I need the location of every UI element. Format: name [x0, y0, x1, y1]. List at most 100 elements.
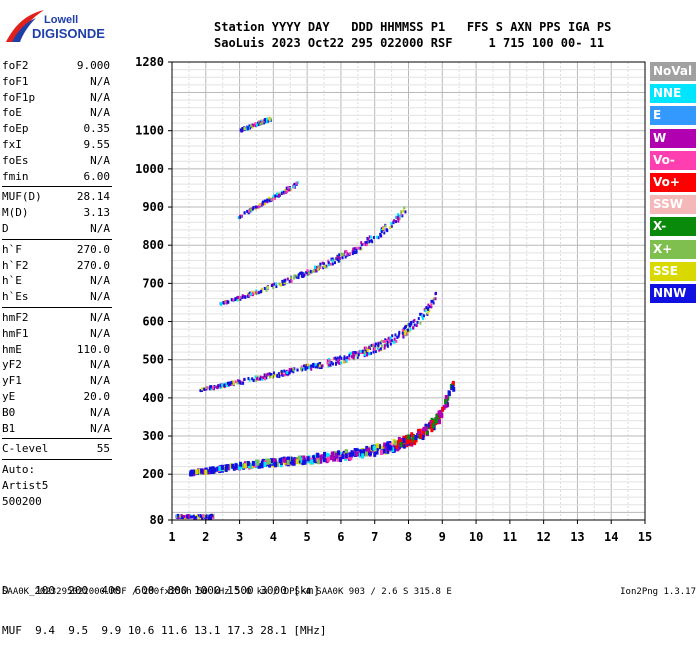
param-value: 20.0	[83, 389, 111, 403]
echo-point	[390, 338, 393, 342]
echo-point	[261, 377, 264, 381]
echo-point	[243, 127, 246, 131]
echo-point	[255, 290, 258, 294]
echo-point	[424, 309, 427, 313]
echo-point	[327, 263, 330, 267]
echo-point	[239, 461, 243, 467]
echo-point	[306, 268, 309, 272]
echo-point	[270, 373, 273, 377]
echo-point	[417, 431, 421, 437]
echo-point	[266, 285, 269, 289]
legend-item: NoVal	[650, 62, 696, 81]
echo-point	[265, 120, 268, 124]
echo-point	[419, 312, 422, 316]
param-value: N/A	[90, 310, 110, 324]
echo-point	[402, 438, 406, 444]
echo-point	[451, 380, 455, 386]
echo-point	[283, 369, 286, 373]
echo-point	[421, 435, 425, 441]
echo-point	[249, 464, 253, 470]
echo-point	[287, 369, 290, 373]
echo-point	[224, 300, 227, 304]
param-row: hmF2 N/A	[2, 310, 112, 326]
echo-point	[336, 257, 339, 261]
echo-point	[384, 449, 388, 455]
echo-point	[444, 399, 448, 405]
echo-point	[410, 322, 413, 326]
x-tick-label: 4	[270, 530, 277, 544]
echo-point	[406, 434, 410, 440]
echo-point	[363, 350, 366, 354]
echo-point	[301, 272, 304, 276]
param-row: h`F 270.0	[2, 242, 112, 258]
param-value: 28.14	[76, 190, 110, 204]
echo-point	[265, 376, 268, 380]
echo-point	[378, 348, 381, 352]
echo-point	[451, 384, 455, 390]
echo-point	[286, 456, 290, 462]
echo-point	[406, 439, 410, 445]
echo-point	[426, 311, 429, 315]
echo-point	[336, 456, 340, 462]
axis-ticks: 1 2 3 4 5 6 7 8 9 10 11 12 13 14 158020030040050060070…	[135, 55, 652, 544]
echo-point	[401, 331, 404, 335]
echo-point	[410, 320, 413, 324]
echo-point	[368, 446, 372, 452]
echo-point	[342, 360, 345, 364]
echo-point	[367, 447, 371, 453]
echo-point	[225, 300, 228, 304]
param-name: hmF1	[2, 326, 29, 340]
echo-point	[309, 269, 312, 273]
echo-point	[293, 182, 296, 186]
echo-point	[327, 259, 330, 263]
echo-point	[408, 329, 411, 333]
echo-point	[396, 446, 400, 452]
echo-point	[288, 188, 291, 192]
param-row: foEs N/A	[2, 153, 112, 169]
echo-point	[372, 343, 375, 347]
param-name: MUF(D)	[2, 190, 42, 204]
echo-point	[199, 514, 202, 518]
echo-point	[386, 343, 389, 347]
echo-point	[437, 419, 441, 425]
echo-point	[363, 242, 366, 246]
echo-point	[430, 299, 433, 303]
echo-point	[200, 468, 204, 474]
echo-point	[306, 366, 309, 370]
echo-point	[389, 226, 392, 230]
echo-point	[435, 414, 439, 420]
digisonde-logo: Lowell DIGISONDE	[6, 10, 105, 42]
echo-point	[227, 300, 230, 304]
echo-point	[255, 123, 258, 127]
echo-point	[402, 209, 405, 213]
echo-point	[326, 361, 329, 365]
echo-point	[299, 367, 302, 371]
echo-point	[356, 353, 359, 357]
logo-line2: DIGISONDE	[32, 26, 105, 41]
echo-point	[396, 216, 399, 220]
echo-point	[186, 515, 189, 519]
echo-point	[268, 372, 271, 376]
echo-point	[278, 458, 282, 464]
param-row: M(D) 3.13	[2, 205, 112, 221]
echo-point	[302, 364, 305, 368]
echo-point	[207, 516, 210, 520]
echo-point	[409, 327, 412, 331]
echo-point	[297, 273, 300, 277]
echo-point	[408, 322, 411, 326]
echo-point	[391, 447, 395, 453]
echo-point	[395, 339, 398, 343]
echo-point	[256, 375, 259, 379]
echo-point	[224, 382, 227, 386]
echo-point	[319, 362, 322, 366]
param-name: foE	[2, 106, 22, 120]
echo-point	[286, 277, 289, 281]
echo-point	[251, 377, 254, 381]
echo-point	[312, 269, 315, 273]
echo-point	[429, 424, 433, 430]
echo-point	[342, 252, 345, 256]
echo-point	[183, 514, 186, 518]
echo-point	[333, 356, 336, 360]
param-value: 6.00	[83, 169, 111, 183]
echo-point	[368, 346, 371, 350]
